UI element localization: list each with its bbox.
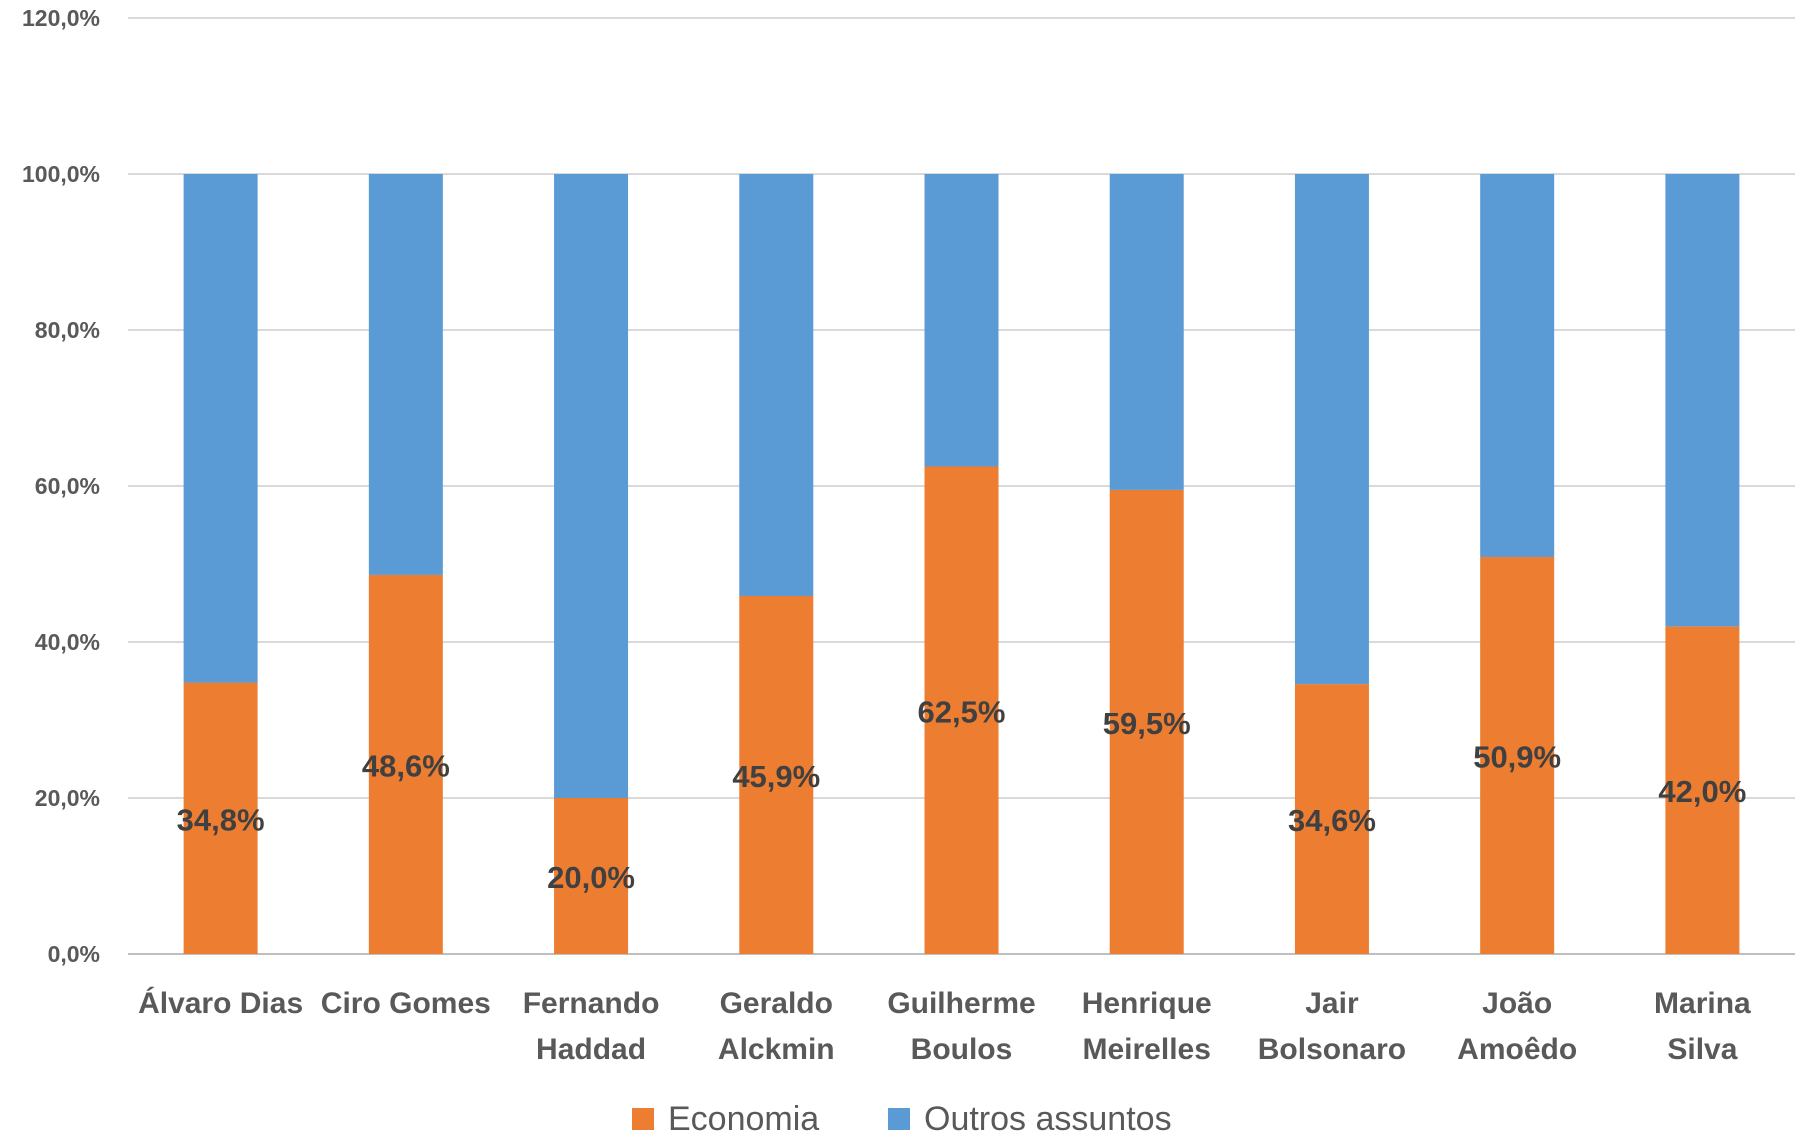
legend-swatch-outros-assuntos — [888, 1108, 910, 1130]
y-tick-label: 120,0% — [22, 5, 100, 31]
data-label: 62,5% — [918, 694, 1006, 729]
x-category-label: Bolsonaro — [1258, 1033, 1406, 1066]
bar-economia — [183, 682, 258, 954]
legend-label: Outros assuntos — [924, 1100, 1172, 1136]
bar-economia — [924, 466, 999, 954]
x-category-label: Amoêdo — [1457, 1033, 1577, 1066]
bars — [183, 174, 1740, 954]
bar-economia — [1294, 684, 1369, 954]
bar-economia — [368, 574, 443, 954]
data-label: 34,8% — [177, 802, 265, 837]
bar-outros-assuntos — [924, 174, 999, 467]
data-label: 20,0% — [547, 860, 635, 895]
bar-outros-assuntos — [183, 174, 258, 683]
legend-swatch-economia — [632, 1108, 654, 1130]
data-label: 42,0% — [1658, 774, 1746, 809]
x-category-label: Boulos — [911, 1033, 1013, 1066]
y-tick-label: 80,0% — [35, 317, 100, 343]
bar-economia — [1109, 489, 1184, 954]
x-category-label: Haddad — [536, 1033, 646, 1066]
bar-outros-assuntos — [1109, 174, 1184, 490]
x-category-label: João — [1482, 987, 1552, 1020]
bar-economia — [1665, 626, 1740, 954]
data-label: 50,9% — [1473, 739, 1561, 774]
x-category-label: Ciro Gomes — [321, 987, 491, 1020]
y-tick-label: 40,0% — [35, 629, 100, 655]
y-tick-label: 100,0% — [22, 161, 100, 187]
y-tick-label: 60,0% — [35, 473, 100, 499]
x-category-label: Fernando — [523, 987, 660, 1020]
x-category-label: Alckmin — [718, 1033, 835, 1066]
data-labels: 34,8% 48,6% 20,0% 45,9% 62,5% 59,5% 34,6% 50,9%… — [177, 694, 1747, 895]
data-label: 34,6% — [1288, 803, 1376, 838]
x-axis: Álvaro Dias Ciro Gomes Fernando Haddad Geral… — [138, 986, 1751, 1066]
x-category-label: Álvaro Dias — [138, 986, 303, 1020]
data-label: 59,5% — [1103, 706, 1191, 741]
bar-economia — [1480, 556, 1555, 954]
bar-outros-assuntos — [1294, 174, 1369, 685]
data-label: 48,6% — [362, 748, 450, 783]
bar-outros-assuntos — [1665, 174, 1740, 627]
y-tick-label: 20,0% — [35, 785, 100, 811]
bar-economia — [739, 595, 814, 954]
x-category-label: Henrique — [1082, 987, 1212, 1020]
x-category-label: Jair — [1305, 987, 1359, 1020]
legend: Economia Outros assuntos — [632, 1100, 1172, 1136]
x-category-label: Silva — [1667, 1033, 1737, 1066]
bar-outros-assuntos — [1480, 174, 1555, 557]
data-label: 45,9% — [732, 759, 820, 794]
x-category-label: Marina — [1654, 987, 1751, 1020]
x-category-label: Geraldo — [720, 987, 833, 1020]
x-category-label: Guilherme — [887, 987, 1035, 1020]
y-axis: 0,0% 20,0% 40,0% 60,0% 80,0% 100,0% 120,0% — [22, 5, 100, 967]
legend-label: Economia — [668, 1100, 819, 1136]
x-category-label: Meirelles — [1083, 1033, 1211, 1066]
y-tick-label: 0,0% — [48, 941, 100, 967]
bar-economia — [554, 798, 629, 954]
bar-outros-assuntos — [554, 174, 629, 798]
bar-outros-assuntos — [739, 174, 814, 596]
bar-outros-assuntos — [368, 174, 443, 575]
